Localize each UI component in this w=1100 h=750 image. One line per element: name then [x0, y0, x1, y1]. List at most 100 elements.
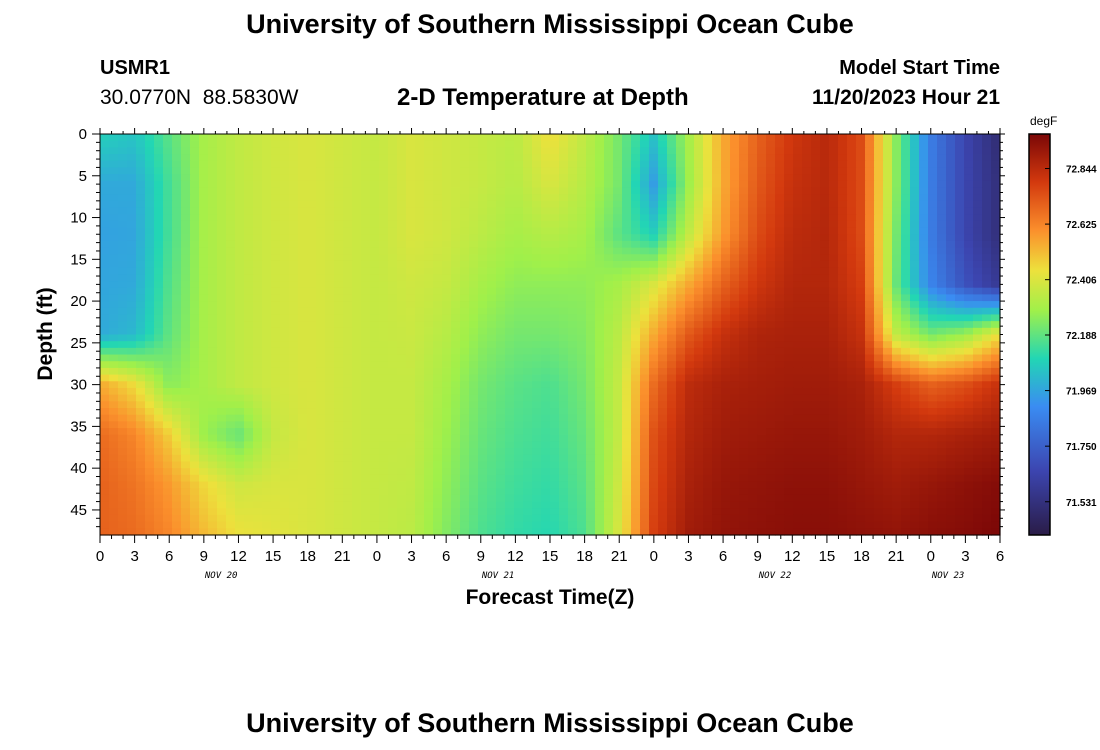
heatmap-cell: [658, 387, 668, 396]
heatmap-cell: [325, 334, 335, 342]
heatmap-cell: [982, 167, 992, 175]
heatmap-cell: [964, 301, 974, 309]
heatmap-cell: [352, 441, 362, 449]
heatmap-cell: [649, 274, 659, 282]
heatmap-cell: [586, 160, 596, 169]
heatmap-cell: [694, 134, 704, 142]
heatmap-cell: [604, 140, 614, 148]
heatmap-cell: [388, 294, 398, 302]
heatmap-cell: [901, 287, 911, 295]
heatmap-cell: [712, 187, 722, 195]
heatmap-cell: [838, 401, 848, 409]
heatmap-cell: [568, 207, 578, 215]
heatmap-cell: [829, 347, 839, 356]
heatmap-cell: [892, 448, 902, 456]
heatmap-cell: [217, 408, 227, 416]
heatmap-cell: [631, 194, 641, 202]
heatmap-cell: [811, 247, 821, 255]
heatmap-cell: [379, 187, 389, 195]
heatmap-cell: [964, 314, 974, 322]
heatmap-cell: [442, 334, 452, 342]
heatmap-cell: [532, 428, 542, 436]
heatmap-cell: [937, 387, 947, 396]
heatmap-cell: [937, 254, 947, 262]
heatmap-cell: [514, 387, 524, 396]
heatmap-cell: [901, 408, 911, 416]
heatmap-cell: [874, 341, 884, 349]
heatmap-cell: [280, 187, 290, 195]
heatmap-cell: [964, 187, 974, 195]
heatmap-cell: [793, 194, 803, 202]
heatmap-cell: [109, 434, 119, 443]
heatmap-cell: [676, 167, 686, 175]
heatmap-cell: [757, 247, 767, 255]
heatmap-cell: [424, 334, 434, 342]
heatmap-cell: [487, 214, 497, 222]
heatmap-cell: [217, 147, 227, 155]
heatmap-cell: [757, 408, 767, 416]
heatmap-cell: [631, 254, 641, 262]
heatmap-cell: [226, 207, 236, 215]
heatmap-cell: [892, 254, 902, 262]
heatmap-cell: [406, 134, 416, 142]
heatmap-cell: [568, 160, 578, 169]
heatmap-cell: [559, 154, 569, 162]
heatmap-cell: [541, 301, 551, 309]
heatmap-cell: [361, 287, 371, 295]
heatmap-cell: [334, 167, 344, 175]
heatmap-cell: [298, 260, 308, 269]
heatmap-cell: [856, 187, 866, 195]
heatmap-cell: [883, 307, 893, 316]
heatmap-cell: [235, 307, 245, 316]
heatmap-cell: [946, 200, 956, 209]
heatmap-cell: [820, 234, 830, 242]
heatmap-cell: [199, 180, 209, 189]
heatmap-cell: [874, 448, 884, 456]
heatmap-cell: [685, 287, 695, 295]
heatmap-cell: [379, 327, 389, 336]
heatmap-cell: [127, 154, 137, 162]
heatmap-cell: [757, 301, 767, 309]
heatmap-cell: [298, 234, 308, 242]
heatmap-cell: [982, 267, 992, 275]
heatmap-cell: [334, 421, 344, 429]
heatmap-cell: [271, 461, 281, 469]
heatmap-cell: [109, 461, 119, 469]
heatmap-cell: [415, 160, 425, 169]
heatmap-cell: [982, 254, 992, 262]
heatmap-cell: [874, 234, 884, 242]
heatmap-cell: [262, 454, 272, 463]
heatmap-cell: [991, 274, 1001, 282]
heatmap-cell: [640, 294, 650, 302]
heatmap-cell: [964, 260, 974, 269]
heatmap-cell: [577, 220, 587, 229]
heatmap-cell: [118, 374, 128, 382]
heatmap-cell: [109, 180, 119, 189]
heatmap-cell: [505, 341, 515, 349]
heatmap-cell: [388, 434, 398, 443]
heatmap-cell: [694, 214, 704, 222]
heatmap-cell: [172, 374, 182, 382]
heatmap-cell: [883, 341, 893, 349]
heatmap-cell: [937, 394, 947, 402]
heatmap-cell: [532, 220, 542, 229]
heatmap-cell: [703, 301, 713, 309]
heatmap-cell: [640, 421, 650, 429]
heatmap-cell: [181, 154, 191, 162]
heatmap-cell: [172, 147, 182, 155]
heatmap-cell: [730, 260, 740, 269]
heatmap-cell: [271, 187, 281, 195]
heatmap-cell: [586, 167, 596, 175]
heatmap-cell: [478, 341, 488, 349]
heatmap-cell: [199, 294, 209, 302]
heatmap-cell: [505, 220, 515, 229]
heatmap-cell: [991, 187, 1001, 195]
heatmap-cell: [433, 421, 443, 429]
heatmap-cell: [811, 448, 821, 456]
heatmap-cell: [910, 307, 920, 316]
heatmap-cell: [901, 448, 911, 456]
heatmap-cell: [433, 200, 443, 209]
heatmap-cell: [703, 341, 713, 349]
heatmap-cell: [550, 254, 560, 262]
heatmap-cell: [388, 194, 398, 202]
